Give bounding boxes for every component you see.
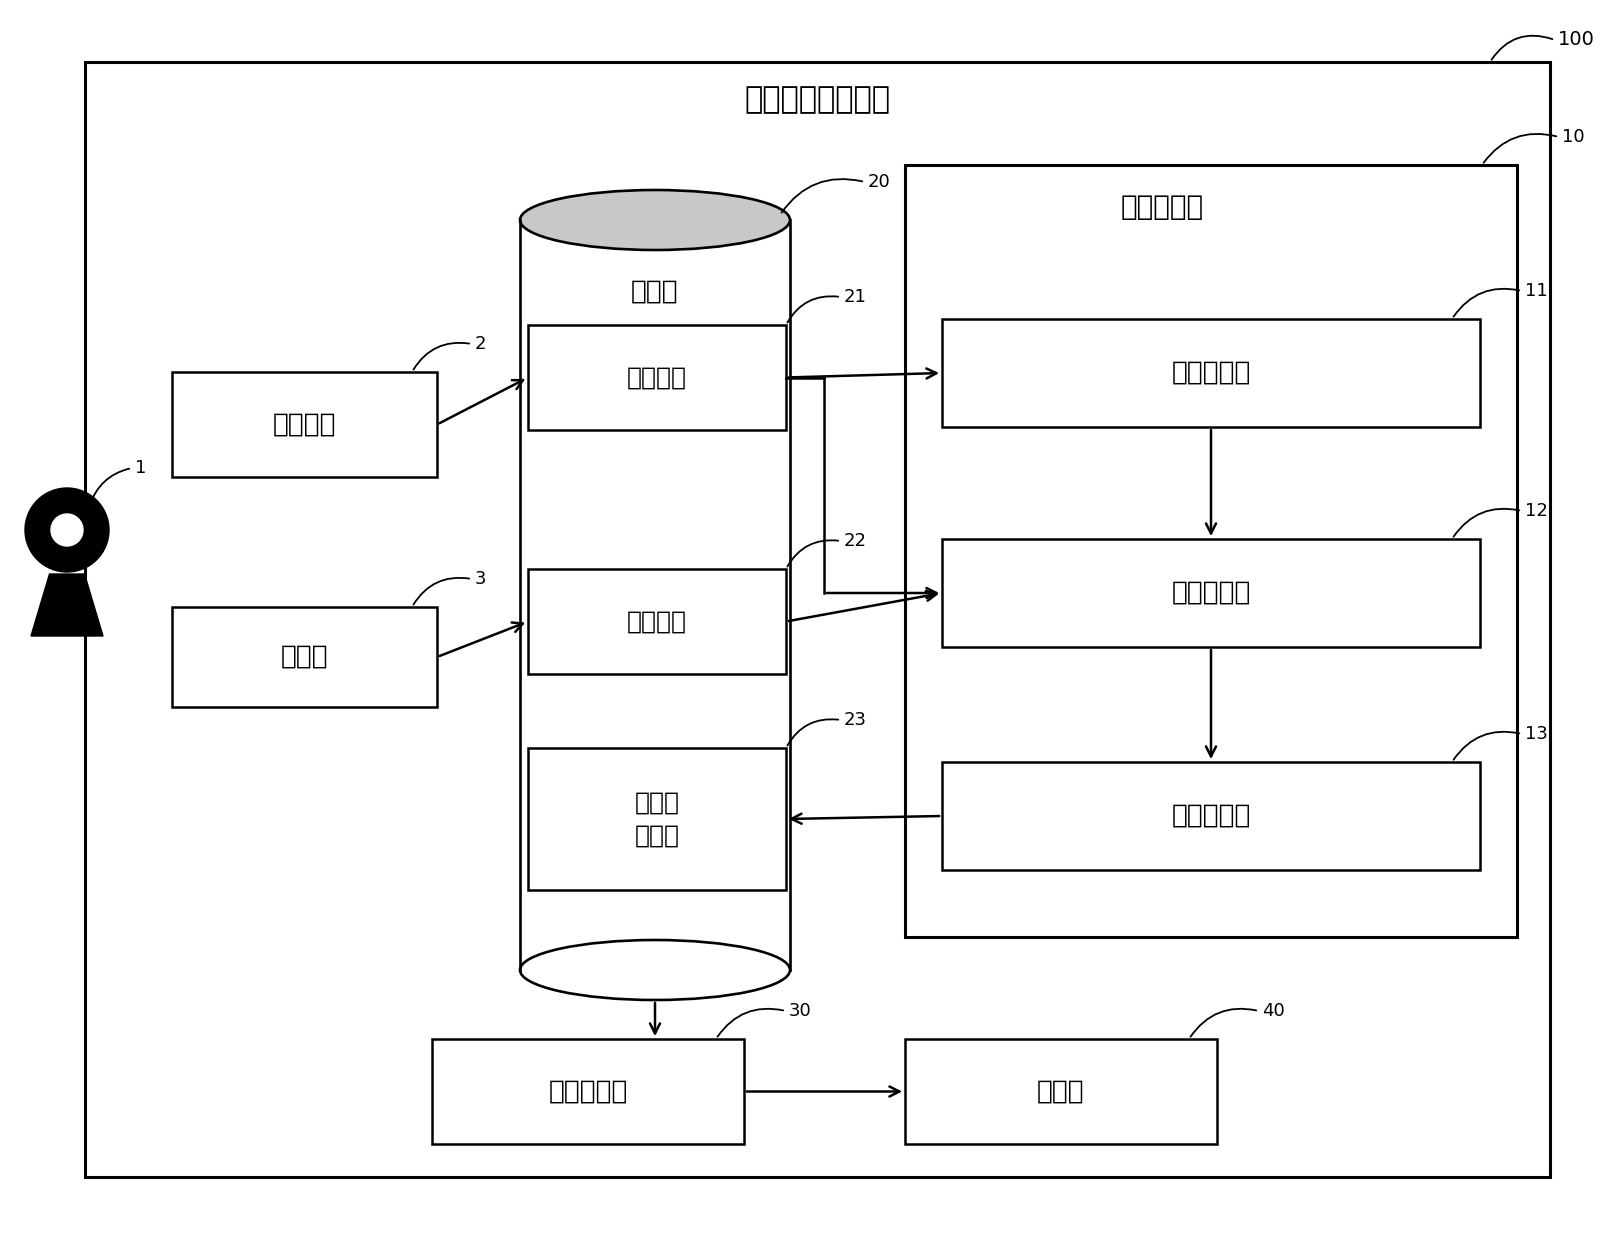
Circle shape bbox=[26, 488, 109, 573]
Text: 22: 22 bbox=[845, 532, 867, 550]
Text: 40: 40 bbox=[1262, 1002, 1285, 1020]
Bar bbox=[520, 220, 790, 970]
Ellipse shape bbox=[520, 940, 790, 1000]
Text: 100: 100 bbox=[1558, 31, 1595, 50]
Text: 拍摄数据: 拍摄数据 bbox=[627, 365, 686, 390]
Text: 响应计算部: 响应计算部 bbox=[1171, 580, 1251, 606]
Circle shape bbox=[51, 514, 83, 546]
Bar bbox=[173, 607, 437, 707]
Bar bbox=[173, 373, 437, 477]
Text: 23: 23 bbox=[845, 710, 867, 729]
Text: 提取系
数数据: 提取系 数数据 bbox=[635, 790, 680, 848]
Bar bbox=[906, 1040, 1218, 1144]
Bar bbox=[942, 763, 1480, 869]
Bar bbox=[528, 569, 786, 674]
Text: 3: 3 bbox=[475, 570, 486, 587]
Text: 21: 21 bbox=[845, 288, 867, 306]
Text: 系数确定部: 系数确定部 bbox=[1120, 193, 1203, 221]
Bar bbox=[85, 62, 1550, 1177]
Bar bbox=[906, 165, 1517, 936]
Text: 13: 13 bbox=[1525, 725, 1547, 743]
Text: 10: 10 bbox=[1562, 128, 1584, 147]
Text: 拍摄装置: 拍摄装置 bbox=[272, 411, 336, 437]
Text: 浓度计算部: 浓度计算部 bbox=[549, 1078, 627, 1104]
Bar bbox=[528, 748, 786, 891]
Text: 存储部: 存储部 bbox=[630, 279, 678, 306]
Text: 12: 12 bbox=[1525, 502, 1547, 520]
Text: 1: 1 bbox=[134, 460, 146, 477]
Text: 条件数据: 条件数据 bbox=[627, 610, 686, 633]
Text: 显示部: 显示部 bbox=[1037, 1078, 1085, 1104]
Text: 范围设定部: 范围设定部 bbox=[1171, 360, 1251, 386]
Text: 11: 11 bbox=[1525, 282, 1547, 301]
Text: 色素浓度计算装置: 色素浓度计算装置 bbox=[744, 86, 891, 114]
Ellipse shape bbox=[520, 190, 790, 250]
Text: 30: 30 bbox=[789, 1002, 811, 1020]
Text: 输入部: 输入部 bbox=[280, 645, 328, 669]
Polygon shape bbox=[30, 574, 102, 636]
Bar bbox=[432, 1040, 744, 1144]
Text: 2: 2 bbox=[475, 335, 486, 353]
Text: 20: 20 bbox=[867, 173, 891, 191]
Bar bbox=[942, 319, 1480, 427]
Text: 系数计算部: 系数计算部 bbox=[1171, 804, 1251, 828]
Bar bbox=[528, 325, 786, 430]
Bar bbox=[942, 539, 1480, 647]
